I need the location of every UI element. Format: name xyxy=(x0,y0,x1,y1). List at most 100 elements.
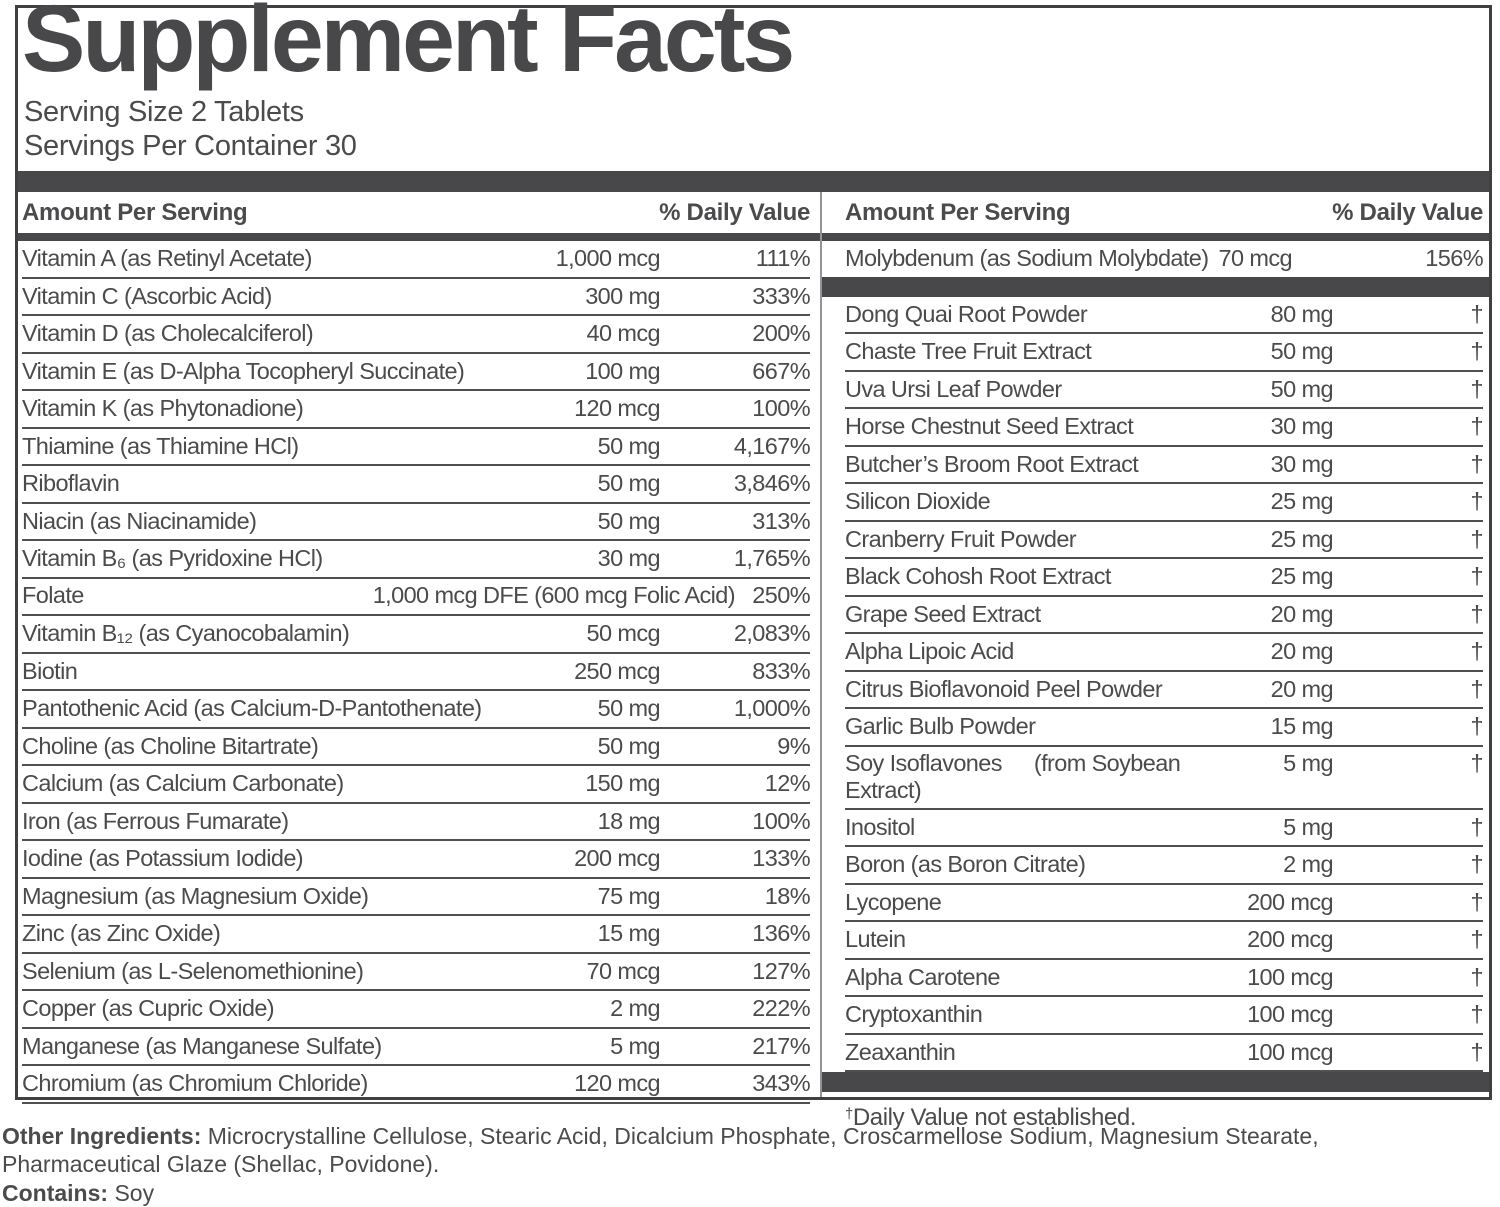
nutrient-name: Vitamin E (as D-Alpha Tocopheryl Succina… xyxy=(22,357,465,384)
nutrient-row: Inositol 5 mg † xyxy=(845,810,1484,847)
nutrient-amount: 120 mcg xyxy=(574,395,661,421)
nutrient-amount: 100 mg xyxy=(585,357,660,384)
nutrient-row: Pantothenic Acid (as Calcium-D-Pantothen… xyxy=(22,691,811,729)
nutrient-amount: 5 mg xyxy=(1283,813,1333,840)
nutrient-daily-value: 1,765% xyxy=(733,545,811,571)
nutrient-daily-value: † xyxy=(1470,713,1484,739)
nutrient-name: Iron (as Ferrous Fumarate) xyxy=(22,807,289,834)
nutrient-name: Alpha Lipoic Acid xyxy=(845,638,1014,664)
nutrient-row: Horse Chestnut Seed Extract 30 mg † xyxy=(845,409,1484,447)
nutrient-daily-value: † xyxy=(1470,600,1484,627)
nutrient-name: Manganese (as Manganese Sulfate) xyxy=(22,1032,382,1059)
nutrient-name: Selenium (as L-Selenomethionine) xyxy=(22,957,364,984)
nutrient-name: Magnesium (as Magnesium Oxide) xyxy=(22,882,369,909)
nutrient-daily-value: 222% xyxy=(752,995,810,1021)
right-rows: Dong Quai Root Powder 80 mg † Chaste Tre… xyxy=(845,297,1484,1072)
nutrient-daily-value: † xyxy=(1470,851,1484,877)
nutrient-name: Zinc (as Zinc Oxide) xyxy=(22,920,221,946)
nutrient-amount: 2 mg xyxy=(1283,851,1333,877)
nutrient-name: Zeaxanthin xyxy=(845,1038,956,1065)
nutrient-amount: 2 mg xyxy=(610,995,660,1021)
section-bar xyxy=(822,276,1489,297)
nutrient-daily-value: 833% xyxy=(752,657,810,684)
nutrient-amount: 5 mg xyxy=(1283,749,1333,776)
nutrient-row: Selenium (as L-Selenomethionine) 70 mcg … xyxy=(22,954,811,991)
nutrient-amount: 40 mcg xyxy=(586,320,661,346)
nutrient-row: Folate 1,000 mcg DFE (600 mcg Folic Acid… xyxy=(22,579,811,616)
nutrient-amount: 30 mg xyxy=(597,545,661,571)
nutrient-amount: 75 mg xyxy=(597,882,661,909)
nutrient-amount: 15 mg xyxy=(1270,713,1334,739)
nutrient-name: Vitamin C (Ascorbic Acid) xyxy=(22,282,272,309)
nutrient-row: Garlic Bulb Powder 15 mg † xyxy=(845,709,1484,747)
nutrient-row: Vitamin K (as Phytonadione) 120 mcg 100% xyxy=(22,391,811,429)
nutrient-name: Vitamin D (as Cholecalciferol) xyxy=(22,320,314,346)
contains-statement: Contains: Soy xyxy=(2,1180,154,1207)
nutrient-row: Chaste Tree Fruit Extract 50 mg † xyxy=(845,334,1484,372)
nutrient-amount: 25 mg xyxy=(1270,525,1334,552)
other-ingredients-text: Microcrystalline Cellulose, Stearic Acid… xyxy=(2,1123,1319,1177)
nutrient-name: Folate xyxy=(22,581,84,608)
nutrient-amount: 25 mg xyxy=(1270,563,1334,589)
nutrient-name: Dong Quai Root Powder xyxy=(845,300,1088,327)
contains-text: Soy xyxy=(108,1180,155,1206)
nutrient-amount: 50 mg xyxy=(597,507,661,534)
nutrient-name: Vitamin B₁₂ (as Cyanocobalamin) xyxy=(22,620,350,646)
nutrient-daily-value: 1,000% xyxy=(733,695,811,721)
nutrient-row: Butcher’s Broom Root Extract 30 mg † xyxy=(845,447,1484,484)
nutrient-row: Cranberry Fruit Powder 25 mg † xyxy=(845,522,1484,559)
nutrient-name: Grape Seed Extract xyxy=(845,600,1041,627)
daily-value-header: % Daily Value xyxy=(659,198,810,226)
nutrient-name: Uva Ursi Leaf Powder xyxy=(845,375,1062,402)
nutrient-name: Boron (as Boron Citrate) xyxy=(845,851,1086,877)
nutrient-amount: 50 mg xyxy=(597,432,661,459)
nutrient-amount: 25 mg xyxy=(1270,488,1334,514)
nutrient-amount: 50 mg xyxy=(1270,375,1334,402)
nutrient-row: Vitamin B₁₂ (as Cyanocobalamin) 50 mcg 2… xyxy=(22,616,811,654)
nutrient-amount: 100 mcg xyxy=(1247,963,1334,990)
nutrient-name: Butcher’s Broom Root Extract xyxy=(845,450,1139,477)
nutrient-amount: 20 mg xyxy=(1270,675,1334,702)
nutrient-amount: 20 mg xyxy=(1270,638,1334,664)
nutrient-daily-value: † xyxy=(1470,675,1484,702)
nutrient-amount: 50 mg xyxy=(597,732,661,759)
nutrient-daily-value: 111% xyxy=(755,245,811,271)
nutrient-daily-value: 667% xyxy=(752,357,810,384)
nutrient-row: Chromium (as Chromium Chloride) 120 mcg … xyxy=(22,1066,811,1104)
nutrient-name: Choline (as Choline Bitartrate) xyxy=(22,732,319,759)
nutrient-daily-value: 12% xyxy=(764,770,811,796)
nutrient-row: Soy Isoflavones (from Soybean Extract) 5… xyxy=(845,747,1484,810)
nutrient-amount: 300 mg xyxy=(585,282,660,309)
nutrient-daily-value: 3,846% xyxy=(733,470,811,496)
nutrient-daily-value: † xyxy=(1470,525,1484,552)
nutrient-row: Alpha Lipoic Acid 20 mg † xyxy=(845,634,1484,672)
nutrient-name: Citrus Bioflavonoid Peel Powder xyxy=(845,675,1163,702)
nutrient-row: Silicon Dioxide 25 mg † xyxy=(845,484,1484,522)
nutrient-daily-value: † xyxy=(1470,450,1484,477)
nutrient-name: Black Cohosh Root Extract xyxy=(845,563,1111,589)
column-divider xyxy=(820,192,822,1097)
nutrient-daily-value: 156% xyxy=(1425,245,1483,271)
nutrient-amount: 1,000 mcg xyxy=(555,245,661,271)
nutrient-daily-value: 333% xyxy=(752,282,810,309)
nutrient-amount: 50 mg xyxy=(597,695,661,721)
footnote-text: Daily Value not established. xyxy=(852,1104,1137,1131)
nutrient-name: Horse Chestnut Seed Extract xyxy=(845,413,1134,439)
facts-columns: Amount Per Serving % Daily Value Vitamin… xyxy=(18,192,1489,1131)
page-title: Supplement Facts xyxy=(22,0,795,92)
nutrient-row: Magnesium (as Magnesium Oxide) 75 mg 18% xyxy=(22,879,811,916)
nutrient-row: Vitamin E (as D-Alpha Tocopheryl Succina… xyxy=(22,354,811,391)
nutrient-daily-value: 200% xyxy=(752,320,810,346)
nutrient-name: Riboflavin xyxy=(22,470,120,496)
nutrient-amount: 5 mg xyxy=(610,1032,660,1059)
nutrient-daily-value: 313% xyxy=(752,507,810,534)
nutrient-row: Niacin (as Niacinamide) 50 mg 313% xyxy=(22,504,811,541)
nutrient-name: Chaste Tree Fruit Extract xyxy=(845,338,1092,364)
nutrient-name: Lycopene xyxy=(845,888,942,915)
nutrient-row: Riboflavin 50 mg 3,846% xyxy=(22,466,811,504)
servings-per-container: Servings Per Container 30 xyxy=(24,130,357,162)
left-column-header: Amount Per Serving % Daily Value xyxy=(22,192,810,233)
nutrient-amount: 200 mcg xyxy=(1247,926,1334,952)
nutrient-daily-value: † xyxy=(1470,749,1484,776)
